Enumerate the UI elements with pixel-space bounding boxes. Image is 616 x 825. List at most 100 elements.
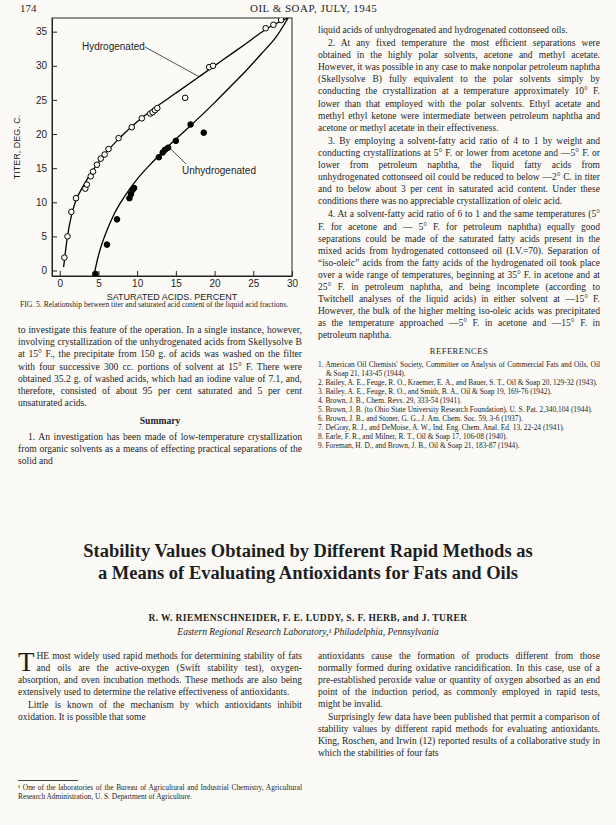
- article-right-column: antioxidants cause the formation of prod…: [318, 650, 600, 760]
- y-tick-label: 35: [36, 26, 48, 37]
- y-tick-label: 20: [36, 129, 48, 140]
- chart: 0 5 10 15 20 25 30 0 5 10 15 20 25 30 35 SATURATED ACID…: [0, 0, 310, 300]
- x-tick-label: 10: [132, 278, 144, 289]
- open-point: [129, 124, 135, 130]
- y-tick: 20: [36, 129, 57, 140]
- article-title: Stability Values Obtained by Different R…: [78, 540, 538, 584]
- article-left-column: THE most widely used rapid methods for d…: [18, 650, 302, 724]
- paragraph: 1. An investigation has been made of low…: [18, 431, 302, 468]
- y-tick-label: 25: [36, 95, 48, 106]
- x-axis-line: [53, 276, 293, 277]
- open-point: [73, 195, 79, 201]
- x-tick: 10: [132, 271, 144, 289]
- curve-label: Hydrogenated: [82, 41, 145, 52]
- x-tick-mark: [137, 271, 138, 276]
- paragraph: THE most widely used rapid methods for d…: [18, 650, 302, 698]
- x-tick: 20: [210, 271, 222, 289]
- y-tick-mark: [52, 271, 57, 272]
- open-point: [139, 116, 145, 122]
- y-axis-line: [52, 19, 53, 277]
- y-tick-label: 30: [36, 60, 48, 71]
- curve-label: Unhydrogenated: [182, 165, 256, 176]
- filled-point: [93, 271, 99, 276]
- open-point: [106, 146, 112, 152]
- open-point: [154, 105, 160, 111]
- reference: 6. Brown, J. B., and Stoner, G. G., J. A…: [318, 414, 600, 423]
- filled-point: [173, 138, 179, 144]
- paragraph: 3. By employing a solvent-fatty acid rat…: [318, 135, 600, 208]
- y-tick: 5: [41, 231, 57, 242]
- y-tick: 0: [41, 265, 57, 276]
- y-tick: 30: [36, 60, 57, 71]
- x-axis-title: SATURATED ACIDS, PERCENT: [107, 292, 238, 300]
- open-point: [182, 95, 188, 101]
- reference: 9. Foreman, H. D., and Brown, J. B., Oil…: [318, 441, 600, 450]
- x-tick-label: 5: [96, 278, 102, 289]
- open-point: [84, 182, 90, 188]
- leader-line: [145, 47, 199, 77]
- right-column: liquid acids of unhydrogenated and hydro…: [318, 24, 600, 450]
- y-tick-label: 5: [41, 231, 47, 242]
- x-tick: 25: [248, 271, 260, 289]
- paragraph: 2. At any fixed temperature the most eff…: [318, 37, 600, 134]
- filled-point: [201, 130, 207, 136]
- page-number: 174: [20, 2, 37, 14]
- open-point: [263, 25, 269, 31]
- reference: 3. Bailey, A. E., Feuge, R. O., and Smit…: [318, 387, 600, 396]
- open-point: [210, 63, 216, 69]
- running-head: OIL & SOAP, JULY, 1945: [250, 2, 377, 14]
- references-heading: REFERENCES: [318, 345, 600, 357]
- x-tick-mark: [292, 271, 293, 276]
- filled-point: [104, 242, 110, 248]
- x-tick: 15: [171, 271, 183, 289]
- open-point: [62, 255, 68, 261]
- y-tick-label: 10: [36, 197, 48, 208]
- open-point: [69, 209, 75, 215]
- filled-point: [156, 154, 162, 160]
- section-heading: Summary: [18, 415, 302, 427]
- y-tick-mark: [52, 66, 57, 67]
- left-column: to investigate this feature of the opera…: [18, 324, 302, 468]
- paragraph: Surprisingly few data have been publishe…: [318, 711, 600, 759]
- open-point: [278, 18, 284, 23]
- y-tick-mark: [52, 236, 57, 237]
- authors: R. W. RIEMENSCHNEIDER, F. E. LUDDY, S. F…: [40, 613, 576, 623]
- filled-point: [131, 185, 137, 191]
- curve: [64, 18, 289, 267]
- y-tick-label: 15: [36, 163, 48, 174]
- paragraph: to investigate this feature of the opera…: [18, 324, 302, 409]
- open-point: [90, 169, 96, 175]
- open-point: [65, 234, 71, 240]
- reference: 1. American Oil Chemists' Society, Commi…: [318, 360, 600, 378]
- x-tick-label: 25: [248, 278, 260, 289]
- y-tick-mark: [52, 32, 57, 33]
- paragraph: antioxidants cause the formation of prod…: [318, 650, 600, 710]
- filled-point: [188, 122, 194, 128]
- reference: 7. DeGray, R. J., and DeMoise, A. W., In…: [318, 423, 600, 432]
- y-tick-label: 0: [41, 265, 47, 276]
- x-tick: 30: [287, 271, 299, 289]
- filled-point: [165, 145, 171, 151]
- plot-marks: [62, 18, 289, 276]
- x-tick-mark: [253, 271, 254, 276]
- x-axis: 0 5 10 15 20 25 30: [53, 271, 299, 289]
- figure-caption: FIG. 5. Relationship between titer and s…: [20, 300, 302, 309]
- reference: 4. Brown, J. B., Chem. Revs. 29, 333-54 …: [318, 396, 600, 405]
- affiliation: Eastern Regional Research Laboratory,¹ P…: [40, 627, 576, 637]
- y-tick: 25: [36, 95, 57, 106]
- reference: 8. Earle, F. R., and Milner, R. T., Oil …: [318, 432, 600, 441]
- y-tick-mark: [52, 202, 57, 203]
- x-tick-label: 0: [57, 278, 63, 289]
- y-axis: 0 5 10 15 20 25 30 35: [36, 19, 57, 277]
- y-tick-mark: [52, 168, 57, 169]
- paragraph: 4. At a solvent-fatty acid ratio of 6 to…: [318, 208, 600, 341]
- paragraph: Little is known of the mechanism by whic…: [18, 699, 302, 723]
- x-tick-mark: [215, 271, 216, 276]
- x-tick-mark: [176, 271, 177, 276]
- reference: 5. Brown, J. B. (to Ohio State Universit…: [318, 405, 600, 414]
- y-axis-title: TITER, DEG. C.: [12, 115, 22, 180]
- leader-line: [168, 146, 186, 164]
- y-tick: 35: [36, 26, 57, 37]
- reference: 2. Bailey, A. E., Feuge, R. O., Kraemer,…: [318, 378, 600, 387]
- open-point: [116, 135, 122, 141]
